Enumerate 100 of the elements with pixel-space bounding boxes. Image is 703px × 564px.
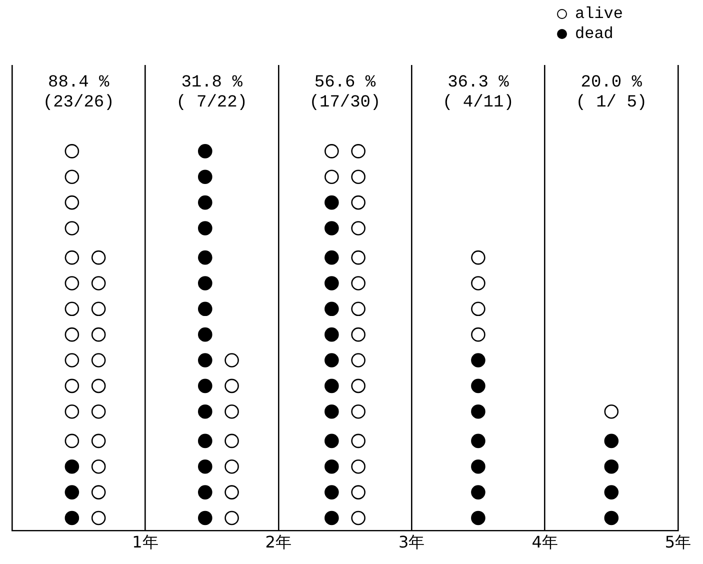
point: [471, 378, 486, 394]
point: [351, 378, 366, 394]
point: [64, 195, 80, 210]
point: [64, 302, 80, 316]
point: [604, 510, 619, 526]
point: [64, 250, 80, 265]
point: [64, 485, 80, 500]
point: [351, 250, 366, 265]
point: [224, 434, 239, 448]
point: [224, 459, 239, 474]
point: [224, 510, 239, 526]
point: [324, 327, 339, 342]
point: [198, 250, 212, 265]
point: [604, 459, 619, 474]
x-tick-label: 2年: [265, 532, 292, 552]
point: [351, 485, 366, 500]
point: [324, 302, 339, 316]
x-tick-label: 5年: [664, 532, 692, 552]
point: [64, 459, 80, 474]
point: [471, 250, 486, 265]
text: ( 1/ 5): [576, 94, 648, 112]
point: [351, 276, 366, 290]
point: [351, 195, 366, 210]
point: [324, 485, 339, 500]
point: [64, 221, 80, 236]
point: [91, 378, 106, 394]
text: 56.6 %: [314, 74, 376, 92]
point: [351, 404, 366, 419]
point: [324, 144, 339, 158]
point: [64, 404, 80, 419]
x-tick-label: 1年: [132, 532, 158, 552]
text: 36.3 %: [448, 74, 510, 92]
point: [64, 434, 80, 448]
point: [604, 485, 619, 500]
point: [198, 170, 212, 184]
point: [471, 302, 486, 316]
point: [198, 459, 212, 474]
point: [64, 327, 80, 342]
point: [64, 378, 80, 394]
point: [198, 378, 212, 394]
text: (17/30): [309, 94, 381, 112]
point: [351, 353, 366, 368]
point: [324, 404, 339, 419]
point: [324, 195, 339, 210]
point: [224, 485, 239, 500]
point: [324, 353, 339, 368]
point: [91, 510, 106, 526]
text: 31.8 %: [181, 74, 244, 92]
x-tick-label: 3年: [398, 532, 425, 552]
point: [91, 250, 106, 265]
point: [471, 276, 486, 290]
point: [351, 434, 366, 448]
point: [471, 327, 486, 342]
point: [324, 250, 339, 265]
point: [198, 276, 212, 290]
point: [64, 170, 80, 184]
point: [91, 404, 106, 419]
text: 20.0 %: [580, 74, 643, 92]
point: [351, 327, 366, 342]
point: [324, 434, 339, 448]
point: [471, 485, 486, 500]
point: [471, 353, 486, 368]
point: [198, 485, 212, 500]
point: [324, 276, 339, 290]
point: [351, 510, 366, 526]
point: [351, 170, 366, 184]
point: [224, 378, 239, 394]
point: [604, 404, 619, 419]
point: [324, 510, 339, 526]
point: [91, 327, 106, 342]
point: [198, 404, 212, 419]
point: [471, 404, 486, 419]
text: ( 7/22): [176, 94, 248, 112]
point: [198, 144, 212, 158]
point: [324, 378, 339, 394]
point: [471, 459, 486, 474]
legend-label: dead: [574, 24, 614, 44]
text: 88.4 %: [48, 74, 110, 92]
point: [198, 195, 212, 210]
text: (23/26): [42, 94, 114, 112]
point: [351, 221, 366, 236]
text: ( 4/11): [442, 94, 514, 112]
point: [91, 434, 106, 448]
point: [198, 302, 212, 316]
point: [324, 221, 339, 236]
point: [91, 302, 106, 316]
point: [198, 221, 212, 236]
point: [64, 353, 80, 368]
point: [604, 434, 619, 448]
point: [64, 144, 80, 158]
point: [198, 327, 212, 342]
legend-label: alive: [574, 4, 623, 24]
x-tick-label: 4年: [532, 532, 558, 552]
point: [324, 170, 339, 184]
point: [64, 510, 80, 526]
point: [91, 485, 106, 500]
point: [351, 144, 366, 158]
point: [91, 459, 106, 474]
point: [224, 353, 239, 368]
point: [198, 510, 212, 526]
